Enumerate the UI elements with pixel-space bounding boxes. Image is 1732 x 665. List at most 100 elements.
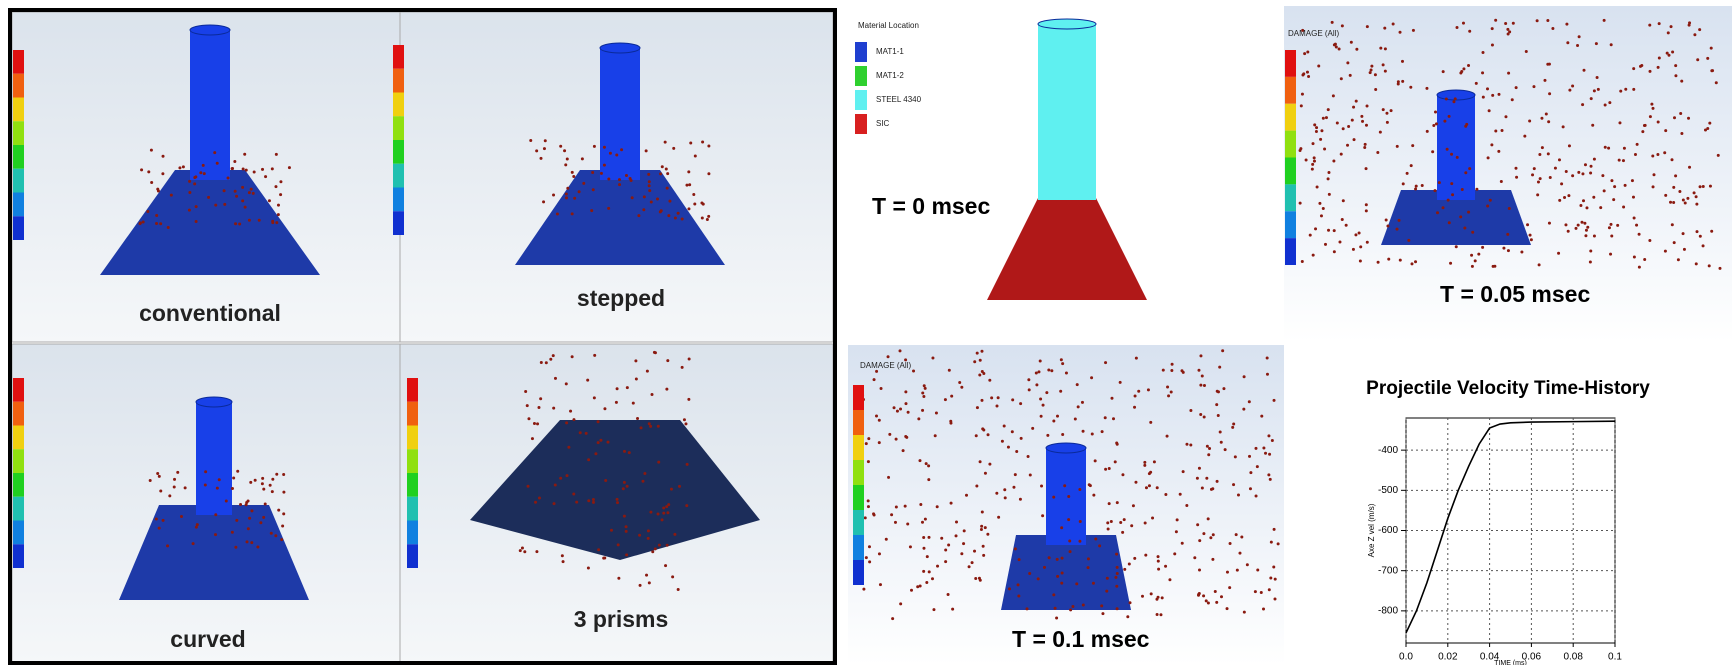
particle (976, 352, 979, 355)
particle (1492, 265, 1495, 268)
colorbar-segment (1285, 158, 1296, 185)
particle (1159, 613, 1162, 616)
particle (554, 483, 557, 486)
particle (262, 488, 265, 491)
particle (922, 547, 925, 550)
particle (1269, 577, 1272, 580)
particle (617, 577, 620, 580)
particle (195, 526, 198, 529)
particle (1528, 120, 1531, 123)
particle (1452, 100, 1455, 103)
particle (1052, 419, 1055, 422)
colorbar-segment (13, 98, 24, 122)
projectile (1038, 24, 1096, 200)
particle (1189, 409, 1192, 412)
particle (1658, 57, 1661, 60)
particle (616, 498, 619, 501)
particle (706, 218, 709, 221)
particle (951, 608, 954, 611)
particle (1060, 358, 1063, 361)
particle (1069, 608, 1072, 611)
particle (586, 379, 589, 382)
particle (1584, 234, 1587, 237)
particle (1650, 103, 1653, 106)
particle (593, 396, 596, 399)
particle (1042, 404, 1045, 407)
particle (948, 369, 951, 372)
particle (1443, 120, 1446, 123)
particle (1017, 595, 1020, 598)
particle (975, 434, 978, 437)
particle (664, 141, 667, 144)
particle (1674, 174, 1677, 177)
particle (1634, 153, 1637, 156)
particle (234, 190, 237, 193)
legend-swatch (855, 66, 867, 86)
particle (1317, 64, 1320, 67)
particle (928, 570, 931, 573)
particle (1029, 474, 1032, 477)
particle (635, 377, 638, 380)
particle (1332, 94, 1335, 97)
particle (1346, 61, 1349, 64)
particle (1176, 518, 1179, 521)
particle (1565, 170, 1568, 173)
particle (647, 173, 650, 176)
particle (887, 355, 890, 358)
particle (1491, 27, 1494, 30)
particle (1397, 80, 1400, 83)
particle (1182, 470, 1185, 473)
particle (1128, 562, 1131, 565)
particle (981, 399, 984, 402)
particle (1355, 48, 1358, 51)
particle (1068, 540, 1071, 543)
particle (1061, 362, 1064, 365)
particle (1027, 455, 1030, 458)
particle (1026, 607, 1029, 610)
particle (552, 194, 555, 197)
panel-label: conventional (139, 300, 281, 326)
particle (1590, 97, 1593, 100)
particle (527, 485, 530, 488)
particle (687, 398, 690, 401)
particle (875, 414, 878, 417)
particle (259, 521, 262, 524)
particle (1490, 143, 1493, 146)
particle (995, 404, 998, 407)
particle (936, 505, 939, 508)
particle (1568, 144, 1571, 147)
legend-label: MAT1-1 (876, 47, 904, 56)
particle (1643, 258, 1646, 261)
particle (1185, 504, 1188, 507)
legend-label: MAT1-2 (876, 71, 904, 80)
particle (651, 393, 654, 396)
colorbar-segment (853, 510, 864, 535)
particle (1407, 239, 1410, 242)
particle (1506, 28, 1509, 31)
particle (622, 487, 625, 490)
particle (1411, 262, 1414, 265)
particle (925, 581, 928, 584)
particle (1462, 22, 1465, 25)
particle (1226, 607, 1229, 610)
target (1001, 535, 1131, 610)
particle (681, 366, 684, 369)
particle (1067, 495, 1070, 498)
particle (982, 554, 985, 557)
particle (1554, 167, 1557, 170)
particle (1709, 185, 1712, 188)
particle (981, 511, 984, 514)
particle (944, 398, 947, 401)
particle (1074, 417, 1077, 420)
particle (1313, 160, 1316, 163)
particle (264, 175, 267, 178)
colorbar-segment (393, 93, 404, 117)
particle (553, 502, 556, 505)
colorbar-segment (13, 521, 24, 545)
particle (1354, 233, 1357, 236)
particle (1221, 349, 1224, 352)
particle (634, 359, 637, 362)
particle (1673, 116, 1676, 119)
particle (1166, 435, 1169, 438)
particle (1249, 487, 1252, 490)
